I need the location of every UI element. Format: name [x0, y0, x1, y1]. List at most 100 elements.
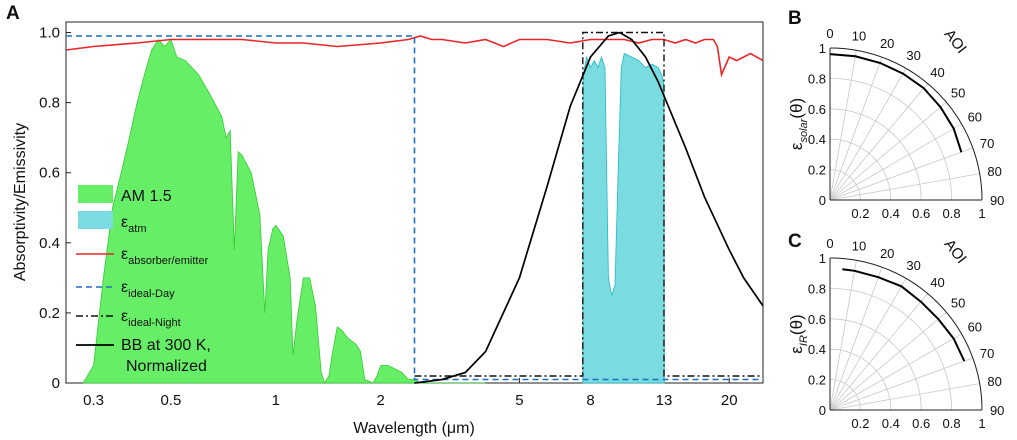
polar-c-grid-ring	[829, 318, 922, 411]
polar-c-grid-ring	[829, 348, 892, 411]
polar-b-grid-spoke	[829, 50, 857, 201]
legend-swatch-am15	[78, 185, 113, 203]
polar-c-radial-label: 0.6	[912, 416, 930, 431]
x-axis-label: Wavelength (μm)	[353, 420, 475, 437]
polar-c-left-label: 0.4	[808, 342, 826, 357]
polar-b-radial-label: 0.6	[912, 206, 930, 221]
polar-c-grid-spoke	[829, 267, 883, 411]
x-tick-label: 8	[586, 392, 594, 409]
polar-b-angle-label: 40	[930, 65, 944, 80]
series-am15-area	[82, 38, 486, 384]
polar-c-angle-label: 80	[987, 374, 1001, 389]
legend-label-absorber: εabsorber/emitter	[121, 246, 209, 267]
legend-label-am15: AM 1.5	[121, 188, 172, 205]
polar-b-angle-label: 60	[968, 109, 982, 124]
polar-b-angle-label: 30	[906, 48, 920, 63]
polar-c-grid-spoke	[829, 383, 980, 411]
polar-c-data-curve	[842, 268, 966, 362]
polar-b-left-label: 0.2	[808, 163, 826, 178]
legend-label-atm: εatm	[121, 214, 146, 235]
polar-c-grid-ring	[829, 288, 952, 411]
polar-c-grid-spoke	[829, 333, 962, 411]
legend-label-ideal-day: εideal-Day	[121, 279, 175, 300]
polar-c-grid-spoke	[829, 278, 907, 411]
polar-c-grid-spoke	[829, 357, 973, 411]
polar-b-left-label: 1	[819, 41, 826, 56]
legend-label-blackbody-line2: Normalized	[126, 358, 207, 375]
polar-c-radial-label: 0.8	[943, 416, 961, 431]
polar-b-angle-label: 20	[880, 36, 894, 51]
polar-b-radial-label: 0.8	[943, 206, 961, 221]
polar-b-angle-label: 90	[990, 193, 1004, 208]
y-tick-label: 0.4	[39, 235, 60, 252]
series-group	[65, 31, 764, 384]
legend-label-blackbody: BB at 300 K,	[121, 337, 211, 354]
polar-c-grid-spoke	[829, 311, 947, 411]
polar-b-left-label: 0	[819, 193, 826, 208]
polar-b-grid-spoke	[829, 57, 883, 201]
polar-b-grid-spoke	[829, 147, 973, 201]
series-atm-area	[582, 52, 665, 384]
polar-c-radial-label: 1	[978, 416, 985, 431]
y-axis-label: Absorptivity/Emissivity	[12, 123, 29, 281]
polar-c-angle-label: 10	[852, 238, 866, 253]
polar-b-grid-spoke	[829, 68, 907, 201]
polar-c-angle-label: 40	[930, 275, 944, 290]
polar-c-left-label: 0	[819, 403, 826, 418]
polar-b-grid-spoke	[829, 101, 947, 201]
polar-c-angle-label: 70	[980, 346, 994, 361]
y-tick-label: 1.0	[39, 25, 60, 42]
panel-letter-c: C	[788, 231, 802, 252]
polar-c-angle-label: 30	[906, 258, 920, 273]
polar-b-grid-ring	[829, 138, 892, 201]
y-tick-label: 0	[52, 375, 60, 392]
polar-b-grid-spoke	[829, 123, 962, 201]
y-tick-label: 0.8	[39, 95, 60, 112]
polar-b-left-label: 0.8	[808, 71, 826, 86]
polar-b-y-label: εsolar(θ)	[787, 98, 810, 150]
polar-b-grid-ring	[829, 78, 952, 201]
x-tick-label: 13	[656, 392, 673, 409]
series-ideal-night-line	[414, 31, 763, 377]
polar-b-grid-spoke	[829, 173, 980, 201]
legend-label-ideal-night: εideal-Night	[121, 308, 181, 329]
polar-c-theta-label: AOI	[941, 236, 970, 267]
polar-b-radial-label: 0.2	[851, 206, 869, 221]
polar-b-angle-label: 10	[852, 28, 866, 43]
x-tick-label: 5	[515, 392, 523, 409]
polar-c-left-label: 1	[819, 251, 826, 266]
polar-c-radial-label: 0.2	[851, 416, 869, 431]
x-tick-label: 0.3	[83, 392, 104, 409]
polar-b-angle-label: 70	[980, 136, 994, 151]
series-absorber-line	[65, 35, 764, 78]
polar-b-grid-ring	[829, 108, 922, 201]
series-blackbody-line	[414, 31, 764, 384]
polar-b-angle-label: 50	[951, 86, 965, 101]
x-tick-label: 2	[377, 392, 385, 409]
x-tick-label: 1	[272, 392, 280, 409]
polar-b-grid-spoke	[829, 83, 929, 201]
polar-b-angle-label: 80	[987, 164, 1001, 179]
polar-b-left-label: 0.6	[808, 102, 826, 117]
x-tick-label: 0.5	[160, 392, 181, 409]
y-tick-label: 0.2	[39, 305, 60, 322]
polar-c-angle-label: 20	[880, 246, 894, 261]
polar-c-grid-spoke	[829, 293, 929, 411]
polar-c-left-label: 0.8	[808, 281, 826, 296]
polar-c-outer-arc	[829, 257, 983, 411]
panel-a-chart: 0 0.2 0.4 0.6 0.8 1.0 0.3 0.5 1 2 5 8 13 20 Waveleng…	[12, 21, 764, 437]
y-tick-label: 0.6	[39, 165, 60, 182]
polar-b-radial-label: 0.4	[882, 206, 900, 221]
polar-b-angle-label: 0	[826, 26, 833, 41]
polar-c-y-label: εIR(θ)	[787, 314, 810, 353]
polar-b-theta-label: AOI	[941, 26, 970, 57]
legend-swatch-atm	[78, 211, 113, 229]
polar-c-left-label: 0.6	[808, 312, 826, 327]
polar-b-radial-label: 1	[978, 206, 985, 221]
legend: AM 1.5 εatm εabsorber/emitter εideal-Day εid…	[76, 185, 211, 375]
polar-c-angle-label: 0	[826, 236, 833, 251]
series-ideal-day-line	[66, 35, 763, 381]
